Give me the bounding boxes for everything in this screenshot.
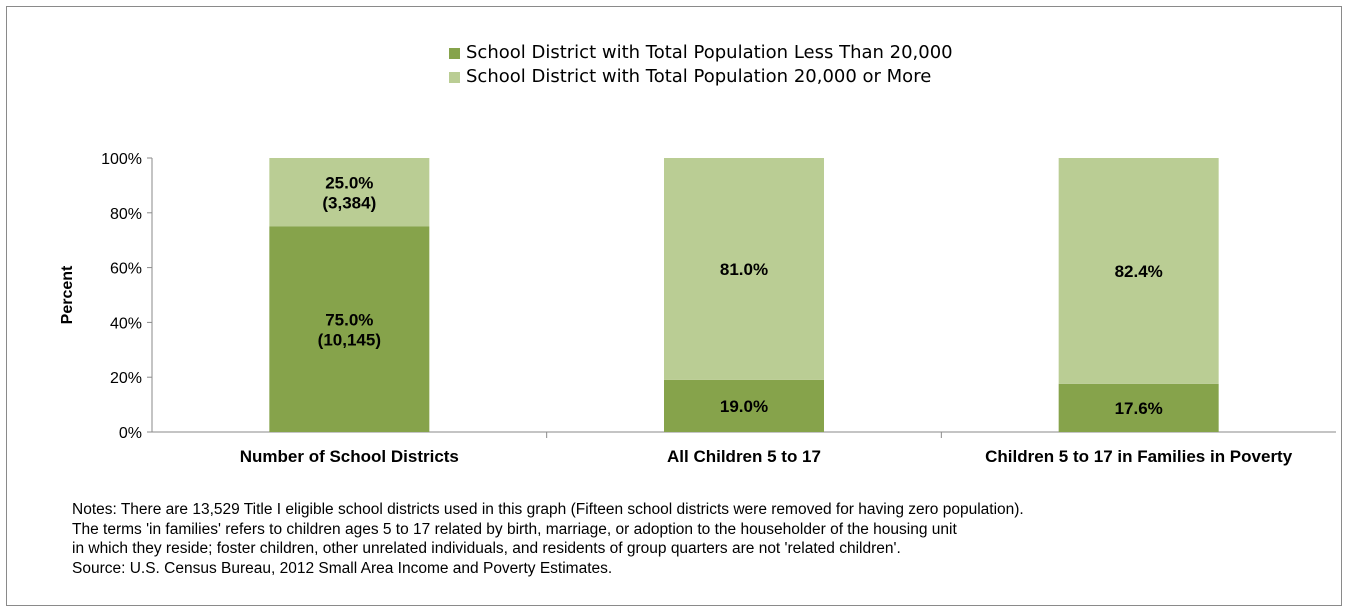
legend-label-large-districts: School District with Total Population 20… bbox=[466, 66, 932, 87]
bar-segment-large-districts bbox=[269, 158, 430, 227]
stacked-bar-chart: 0% 20% 40% 60% 80% 100% Number of School Distr… bbox=[59, 151, 1336, 466]
data-label: 25.0% bbox=[325, 173, 373, 192]
data-label: 82.4% bbox=[1115, 262, 1163, 281]
bar-segment-small-districts bbox=[664, 379, 824, 432]
bars-layer bbox=[269, 158, 1219, 432]
data-label: (10,145) bbox=[318, 330, 381, 349]
notes-line-3: in which they reside; foster children, o… bbox=[72, 540, 901, 557]
chart-notes: Notes: There are 13,529 Title I eligible… bbox=[72, 500, 1024, 578]
notes-line-1: Notes: There are 13,529 Title I eligible… bbox=[72, 501, 1024, 518]
data-label: 75.0% bbox=[325, 310, 373, 329]
x-category-label: Number of School Districts bbox=[240, 447, 459, 466]
y-axis-title: Percent bbox=[59, 265, 76, 324]
bar-segment-large-districts bbox=[664, 158, 824, 380]
legend-swatch-large-districts bbox=[449, 71, 460, 83]
bar-segment-small-districts bbox=[1058, 383, 1219, 432]
legend-swatch-small-districts bbox=[449, 47, 460, 59]
chart-legend: School District with Total Population Le… bbox=[449, 41, 953, 89]
x-category-label: All Children 5 to 17 bbox=[667, 447, 821, 466]
data-label: 81.0% bbox=[720, 260, 768, 279]
data-label: 17.6% bbox=[1115, 399, 1163, 418]
y-tick-label: 60% bbox=[110, 261, 142, 278]
notes-line-2: The terms 'in families' refers to childr… bbox=[72, 520, 957, 538]
y-tick-label: 40% bbox=[110, 315, 142, 332]
y-tick-label: 80% bbox=[110, 206, 142, 223]
bar-segment-small-districts bbox=[269, 226, 430, 432]
legend-label-small-districts: School District with Total Population Le… bbox=[466, 42, 953, 63]
legend-item-large-districts: School District with Total Population 20… bbox=[449, 65, 953, 89]
data-label: (3,384) bbox=[322, 193, 376, 212]
notes-line-4: Source: U.S. Census Bureau, 2012 Small A… bbox=[72, 559, 613, 577]
x-category-label: Children 5 to 17 in Families in Poverty bbox=[985, 447, 1293, 466]
y-tick-label: 0% bbox=[119, 425, 142, 442]
data-label: 19.0% bbox=[720, 397, 768, 416]
labels-layer: 75.0%(10,145) 25.0%(3,384) 19.0% 81.0% 17.6%… bbox=[318, 173, 1163, 418]
bar-segment-large-districts bbox=[1058, 158, 1219, 384]
y-tick-label: 20% bbox=[110, 370, 142, 387]
y-tick-label: 100% bbox=[101, 151, 142, 168]
legend-item-small-districts: School District with Total Population Le… bbox=[449, 41, 953, 65]
